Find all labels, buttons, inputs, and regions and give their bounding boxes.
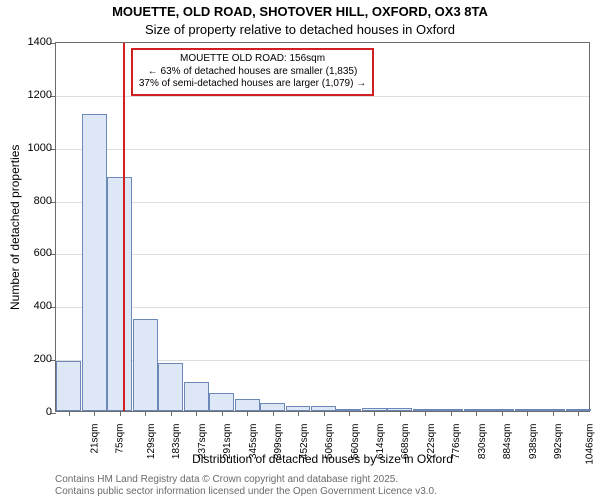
x-tick-label: 506sqm <box>324 424 335 460</box>
property-marker-line <box>123 43 125 411</box>
y-tick-label: 0 <box>46 406 52 418</box>
gridline <box>56 307 589 308</box>
x-tick-label: 452sqm <box>299 424 310 460</box>
x-tick-label: 668sqm <box>401 424 412 460</box>
histogram-bar <box>133 319 158 412</box>
x-tick-label: 992sqm <box>553 424 564 460</box>
annotation-line1: MOUETTE OLD ROAD: 156sqm <box>139 53 366 66</box>
x-tick-label: 938sqm <box>528 424 539 460</box>
x-tick <box>120 411 121 416</box>
chart-footer: Contains HM Land Registry data © Crown c… <box>55 474 437 498</box>
x-tick <box>171 411 172 416</box>
x-tick-label: 884sqm <box>502 424 513 460</box>
histogram-bar <box>260 403 285 411</box>
x-tick-label: 237sqm <box>197 424 208 460</box>
y-tick-label: 1200 <box>28 89 52 101</box>
x-tick <box>196 411 197 416</box>
x-tick <box>222 411 223 416</box>
x-tick <box>298 411 299 416</box>
y-tick-label: 600 <box>34 247 52 259</box>
annotation-line2: ← 63% of detached houses are smaller (1,… <box>139 66 366 79</box>
x-tick <box>451 411 452 416</box>
x-tick <box>273 411 274 416</box>
x-tick-label: 183sqm <box>171 424 182 460</box>
footer-line2: Contains public sector information licen… <box>55 486 437 498</box>
x-tick-label: 345sqm <box>248 424 259 460</box>
x-tick <box>94 411 95 416</box>
x-tick <box>349 411 350 416</box>
y-tick-label: 800 <box>34 195 52 207</box>
histogram-bar <box>82 114 107 411</box>
footer-line1: Contains HM Land Registry data © Crown c… <box>55 474 437 486</box>
y-tick-label: 400 <box>34 300 52 312</box>
x-tick-label: 776sqm <box>451 424 462 460</box>
x-tick <box>400 411 401 416</box>
y-tick-label: 1400 <box>28 36 52 48</box>
histogram-bar <box>107 177 132 411</box>
x-tick-label: 291sqm <box>222 424 233 460</box>
chart-title-line1: MOUETTE, OLD ROAD, SHOTOVER HILL, OXFORD… <box>0 4 600 19</box>
x-tick <box>502 411 503 416</box>
chart-title-line2: Size of property relative to detached ho… <box>0 22 600 37</box>
gridline <box>56 202 589 203</box>
gridline <box>56 96 589 97</box>
histogram-bar <box>158 363 183 411</box>
x-tick-label: 614sqm <box>375 424 386 460</box>
x-tick-label: 21sqm <box>89 424 100 454</box>
x-tick <box>145 411 146 416</box>
x-tick <box>374 411 375 416</box>
histogram-bar <box>56 361 81 411</box>
histogram-bar <box>209 393 234 412</box>
y-axis-label: Number of detached properties <box>6 42 24 412</box>
histogram-bar <box>235 399 260 411</box>
x-tick <box>527 411 528 416</box>
annotation-box: MOUETTE OLD ROAD: 156sqm← 63% of detache… <box>131 48 374 96</box>
x-tick <box>69 411 70 416</box>
x-tick-label: 722sqm <box>426 424 437 460</box>
gridline <box>56 254 589 255</box>
x-tick-label: 75sqm <box>115 424 126 454</box>
x-tick-label: 830sqm <box>477 424 488 460</box>
gridline <box>56 149 589 150</box>
y-tick-label: 1000 <box>28 142 52 154</box>
x-tick-label: 1046sqm <box>584 424 595 465</box>
x-tick <box>425 411 426 416</box>
x-tick <box>553 411 554 416</box>
histogram-bar <box>184 382 209 411</box>
x-tick-label: 399sqm <box>273 424 284 460</box>
annotation-line3: 37% of semi-detached houses are larger (… <box>139 78 366 91</box>
x-tick-label: 129sqm <box>146 424 157 460</box>
x-tick <box>578 411 579 416</box>
x-tick <box>247 411 248 416</box>
plot-area: MOUETTE OLD ROAD: 156sqm← 63% of detache… <box>55 42 590 412</box>
y-tick-label: 200 <box>34 353 52 365</box>
x-tick <box>476 411 477 416</box>
x-tick-label: 560sqm <box>350 424 361 460</box>
x-tick <box>324 411 325 416</box>
